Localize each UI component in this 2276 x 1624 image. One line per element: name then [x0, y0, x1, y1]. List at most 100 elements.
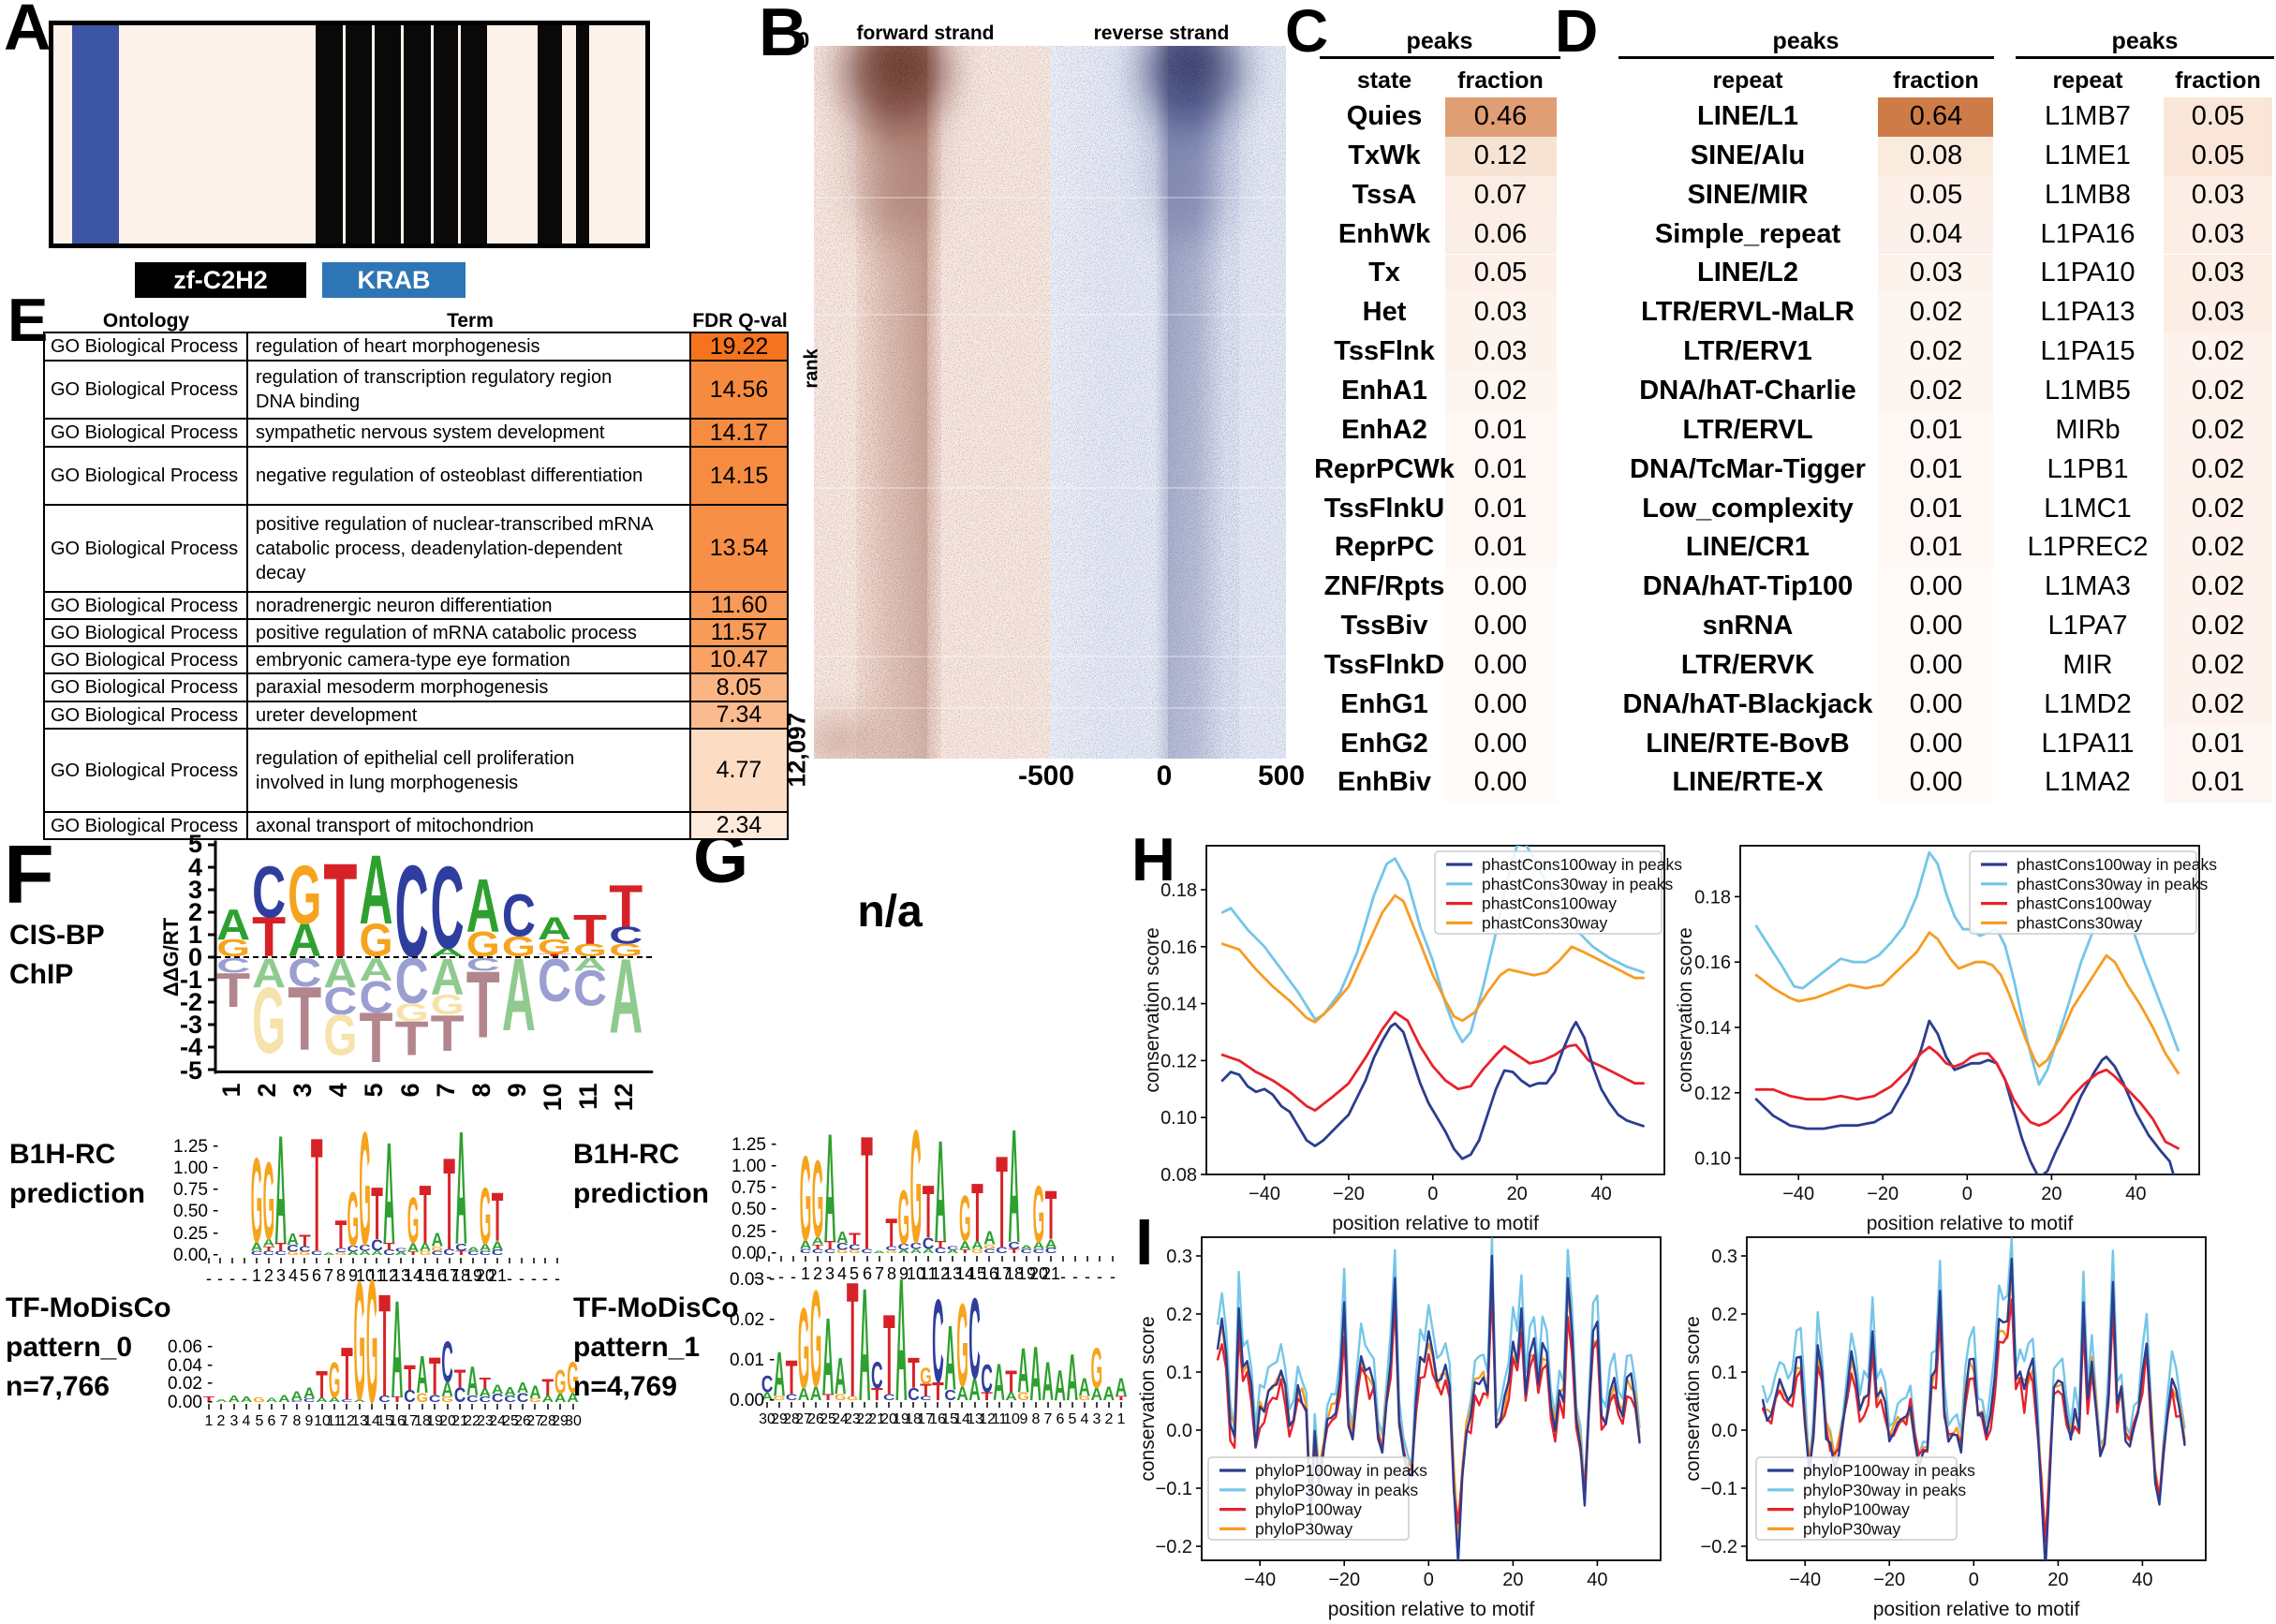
svg-text:-: - [213, 1245, 218, 1264]
svg-text:T: T [538, 953, 571, 957]
svg-text:C: C [910, 1241, 923, 1250]
svg-text:A: A [359, 1249, 371, 1256]
svg-text:18: 18 [905, 1411, 922, 1427]
svg-text:G: G [798, 1284, 810, 1412]
svg-text:5: 5 [1069, 1411, 1077, 1427]
svg-text:T: T [429, 1347, 441, 1407]
svg-text:C: C [299, 1245, 311, 1253]
svg-text:0.75: 0.75 [173, 1180, 208, 1200]
svg-text:C: C [395, 838, 429, 984]
svg-text:T: T [959, 1248, 971, 1254]
svg-text:A: A [216, 900, 250, 949]
svg-text:C: C [517, 1390, 529, 1405]
svg-text:A: A [542, 1394, 554, 1404]
svg-text:-: - [771, 1177, 776, 1197]
svg-text:phastCons30way in peaks: phastCons30way in peaks [2017, 875, 2209, 893]
svg-text:phyloP100way in peaks: phyloP100way in peaks [1255, 1461, 1427, 1480]
svg-text:G: G [252, 969, 286, 1073]
svg-text:11: 11 [574, 1084, 602, 1111]
svg-text:C: C [341, 1398, 353, 1403]
svg-text:G: G [329, 1352, 341, 1409]
svg-text:A: A [354, 1398, 366, 1403]
svg-text:0.00: 0.00 [732, 1244, 766, 1263]
svg-text:G: G [253, 1396, 265, 1404]
svg-text:C: C [849, 1243, 861, 1251]
svg-text:0.01: 0.01 [730, 1351, 764, 1370]
svg-text:C: C [944, 1387, 956, 1403]
svg-text:-2: -2 [180, 988, 202, 1016]
svg-text:T: T [847, 1249, 859, 1432]
svg-text:7: 7 [280, 1413, 288, 1429]
svg-text:T: T [395, 1011, 429, 1066]
svg-text:T: T [885, 1210, 897, 1255]
svg-text:C: C [836, 1241, 849, 1252]
svg-text:C: C [311, 1249, 323, 1256]
svg-text:0.3: 0.3 [1711, 1247, 1737, 1267]
svg-text:G: G [359, 1098, 371, 1278]
svg-text:2: 2 [217, 1413, 226, 1429]
svg-text:C: C [431, 843, 465, 975]
svg-text:40: 40 [2132, 1570, 2152, 1590]
svg-text:T: T [492, 1178, 504, 1257]
svg-text:6: 6 [312, 1266, 321, 1285]
svg-text:A: A [538, 910, 571, 947]
svg-text:phyloP30way in peaks: phyloP30way in peaks [1255, 1481, 1418, 1499]
svg-text:−0.1: −0.1 [1701, 1479, 1737, 1499]
svg-text:-5: -5 [180, 1056, 202, 1085]
svg-text:A: A [1042, 1351, 1054, 1412]
svg-text:A: A [835, 1348, 847, 1406]
svg-text:A: A [263, 1237, 275, 1248]
svg-text:T: T [404, 1359, 416, 1398]
svg-text:T: T [786, 1350, 798, 1404]
svg-text:C: C [251, 1249, 263, 1256]
svg-text:11: 11 [992, 1411, 1008, 1427]
svg-text:1.00: 1.00 [732, 1157, 766, 1176]
svg-text:G: G [573, 940, 607, 960]
svg-text:C: C [761, 1371, 774, 1396]
svg-text:C: C [609, 923, 643, 950]
svg-text:−0.1: −0.1 [1156, 1479, 1192, 1499]
svg-text:15: 15 [968, 1264, 986, 1283]
svg-text:A: A [983, 1228, 996, 1248]
svg-text:30: 30 [565, 1413, 582, 1429]
svg-text:-3: -3 [180, 1011, 202, 1039]
svg-text:G: G [420, 1249, 432, 1256]
svg-text:T: T [932, 1377, 944, 1406]
svg-text:C: C [454, 1383, 466, 1407]
svg-text:5: 5 [850, 1264, 859, 1283]
svg-text:T: T [203, 1395, 215, 1404]
svg-text:40: 40 [2125, 1184, 2146, 1204]
svg-text:G: G [554, 1363, 567, 1401]
svg-text:A: A [407, 1240, 420, 1254]
svg-text:T: T [822, 1393, 835, 1402]
svg-text:C: C [923, 1234, 935, 1252]
svg-text:phastCons100way: phastCons100way [1482, 894, 1617, 913]
svg-text:5: 5 [188, 830, 202, 858]
svg-text:A: A [431, 946, 465, 958]
svg-text:7: 7 [1044, 1411, 1053, 1427]
svg-text:12: 12 [338, 1413, 355, 1429]
svg-text:3: 3 [276, 1266, 286, 1285]
svg-text:T: T [274, 1241, 287, 1253]
svg-text:C: C [812, 1248, 824, 1254]
svg-text:G: G [441, 1395, 453, 1404]
svg-text:T: T [316, 1364, 328, 1406]
svg-text:1: 1 [217, 1084, 245, 1098]
svg-text:A: A [859, 1255, 871, 1435]
svg-text:C: C [360, 971, 393, 1022]
svg-text:20: 20 [1507, 1184, 1528, 1204]
svg-text:−20: −20 [1873, 1570, 1905, 1590]
svg-text:A: A [274, 1103, 287, 1276]
svg-text:C: C [303, 1397, 316, 1403]
svg-text:A: A [347, 1250, 360, 1256]
svg-text:G: G [299, 1250, 311, 1256]
svg-text:0: 0 [1427, 1184, 1438, 1204]
svg-text:conservation score: conservation score [1682, 1316, 1704, 1481]
svg-text:0.1: 0.1 [1166, 1363, 1192, 1383]
svg-text:-: - [207, 1336, 213, 1356]
svg-text:8: 8 [293, 1413, 302, 1429]
svg-text:A: A [466, 1358, 479, 1405]
svg-text:15: 15 [416, 1266, 435, 1285]
svg-text:10: 10 [539, 1084, 567, 1112]
svg-text:G: G [1017, 1390, 1029, 1403]
